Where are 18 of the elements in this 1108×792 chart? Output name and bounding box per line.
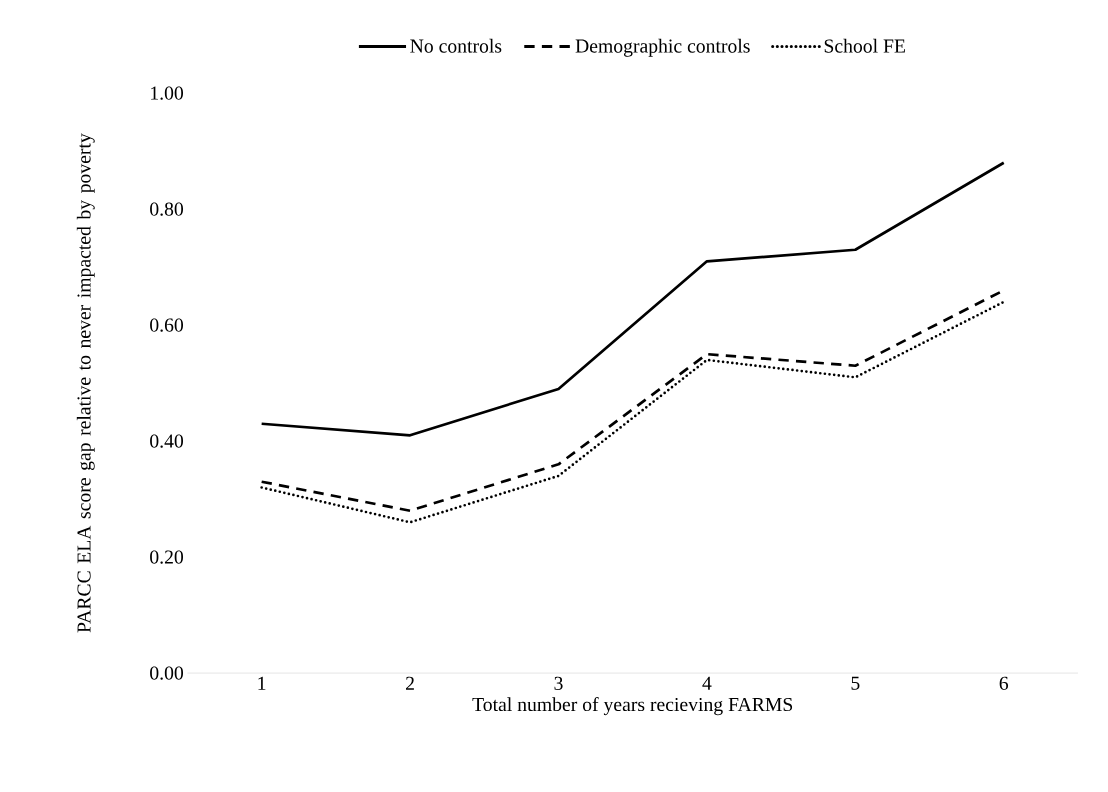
y-tick-label: 0.40: [150, 434, 184, 448]
legend-label: No controls: [410, 38, 502, 53]
y-tick-label: 0.20: [150, 550, 184, 564]
y-tick-label: 1.00: [151, 86, 184, 100]
x-axis-title: Total number of years recieving FARMS: [472, 696, 793, 716]
y-tick-label: 0.80: [150, 202, 184, 216]
x-tick-label: 6: [999, 676, 1009, 690]
y-axis-title: PARCC ELA score gap relative to never impacted by poverty: [76, 133, 95, 633]
x-tick-label: 4: [702, 676, 712, 690]
legend-label: School FE: [824, 38, 905, 53]
x-tick-label: 1: [258, 676, 266, 690]
line-series: [260, 161, 1006, 437]
y-tick-label: 0.60: [150, 318, 184, 332]
x-tick-label: 2: [406, 676, 414, 690]
x-tick-label: 3: [554, 676, 563, 690]
y-tick-label: 0.00: [150, 666, 184, 680]
x-tick-label: 5: [851, 676, 860, 690]
legend-label: Demographic controls: [575, 38, 750, 57]
